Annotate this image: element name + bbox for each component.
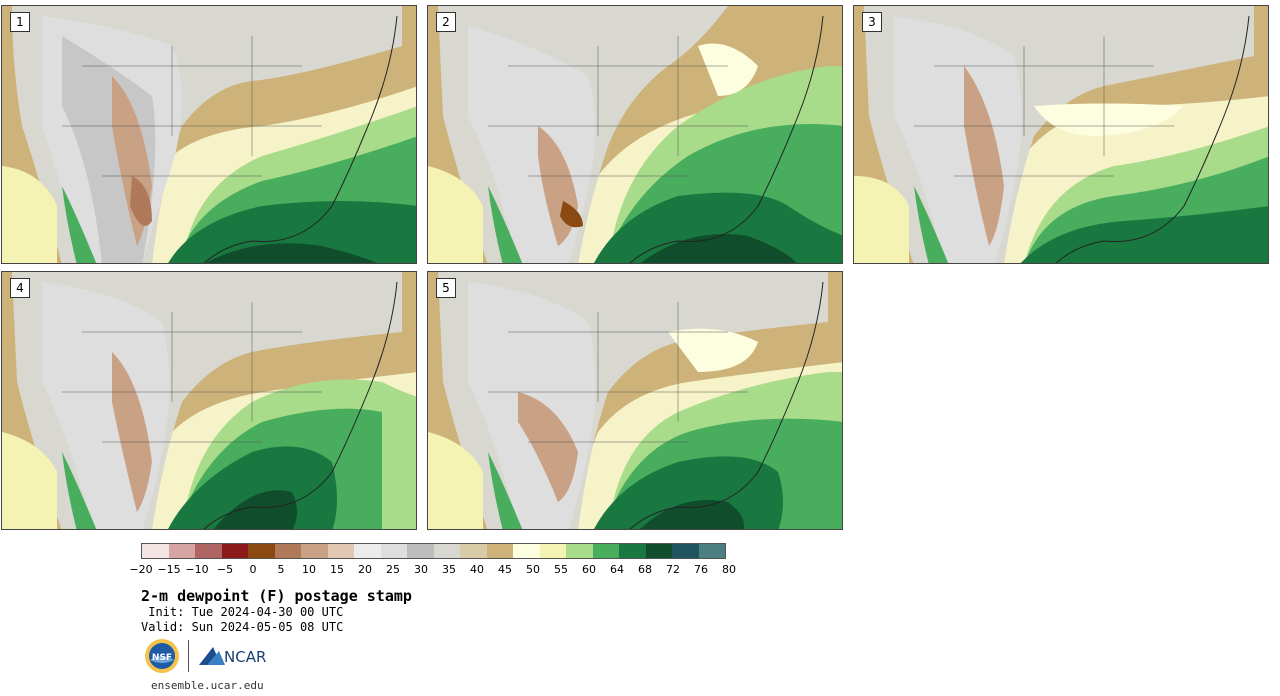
- footer-url: ensemble.ucar.edu: [151, 679, 264, 692]
- dewpoint-map-3: [854, 6, 1268, 263]
- colorbar-swatch: [619, 544, 646, 558]
- colorbar-tick-label: 40: [470, 563, 484, 576]
- colorbar-tick-label: 50: [526, 563, 540, 576]
- colorbar-tick-label: 25: [386, 563, 400, 576]
- colorbar-swatch: [354, 544, 381, 558]
- logos: NSF NCAR: [144, 638, 273, 674]
- colorbar-swatch: [672, 544, 699, 558]
- colorbar-swatch: [248, 544, 275, 558]
- page-title: 2-m dewpoint (F) postage stamp: [141, 587, 412, 605]
- panel-number-label: 4: [10, 278, 30, 298]
- ncar-logo-icon: NCAR: [199, 647, 266, 666]
- colorbar-tick-label: 35: [442, 563, 456, 576]
- panel-number-label: 1: [10, 12, 30, 32]
- colorbar-swatch: [274, 544, 301, 558]
- dewpoint-map-1: [2, 6, 416, 263]
- map-panel-4: 4: [1, 271, 417, 530]
- colorbar-tick-label: 15: [330, 563, 344, 576]
- colorbar-tick-label: 20: [358, 563, 372, 576]
- colorbar-swatch: [645, 544, 672, 558]
- dewpoint-map-2: [428, 6, 842, 263]
- colorbar-tick-label: −10: [185, 563, 209, 576]
- colorbar-tick-label: 10: [302, 563, 316, 576]
- dewpoint-map-4: [2, 272, 416, 529]
- colorbar-tick-label: 0: [249, 563, 257, 576]
- colorbar-swatch: [592, 544, 619, 558]
- colorbar-tick-label: 76: [694, 563, 708, 576]
- colorbar-tick-label: −5: [216, 563, 234, 576]
- map-panel-1: 1: [1, 5, 417, 264]
- colorbar-swatch: [380, 544, 407, 558]
- colorbar-tick-label: 68: [638, 563, 652, 576]
- logo-divider: [188, 640, 189, 672]
- colorbar-swatch: [142, 544, 169, 558]
- dewpoint-map-5: [428, 272, 842, 529]
- map-panel-5: 5: [427, 271, 843, 530]
- colorbar-tick-label: −20: [129, 563, 153, 576]
- colorbar-tick-label: 55: [554, 563, 568, 576]
- colorbar-tick-label: −15: [157, 563, 181, 576]
- ncar-logo-text: NCAR: [224, 648, 266, 666]
- colorbar-tick-label: 60: [582, 563, 596, 576]
- nsf-logo-text: NSF: [152, 653, 172, 663]
- colorbar-swatch: [221, 544, 248, 558]
- colorbar-swatch: [698, 544, 725, 558]
- colorbar-swatch: [327, 544, 354, 558]
- colorbar-swatch: [513, 544, 540, 558]
- colorbar-tick-label: 80: [722, 563, 736, 576]
- colorbar: [141, 543, 726, 559]
- map-panel-3: 3: [853, 5, 1269, 264]
- colorbar-tick-label: 5: [277, 563, 285, 576]
- colorbar-swatch: [433, 544, 460, 558]
- init-time: Init: Tue 2024-04-30 00 UTC: [141, 605, 344, 619]
- colorbar-swatch: [301, 544, 328, 558]
- nsf-logo-icon: NSF: [145, 639, 179, 673]
- valid-time: Valid: Sun 2024-05-05 08 UTC: [141, 620, 344, 634]
- colorbar-ticks: −20 −15 −10 −5 0 5 10 15 20 25 30 35 40 45 50 55 60 64 68 7…: [0, 563, 1280, 579]
- colorbar-tick-label: 30: [414, 563, 428, 576]
- panel-number-label: 2: [436, 12, 456, 32]
- colorbar-swatch: [195, 544, 222, 558]
- colorbar-tick-label: 72: [666, 563, 680, 576]
- colorbar-swatch: [407, 544, 434, 558]
- panel-number-label: 3: [862, 12, 882, 32]
- colorbar-tick-label: 64: [610, 563, 624, 576]
- colorbar-swatch: [486, 544, 513, 558]
- colorbar-swatch: [566, 544, 593, 558]
- colorbar-swatch: [539, 544, 566, 558]
- colorbar-swatch: [168, 544, 195, 558]
- colorbar-tick-label: 45: [498, 563, 512, 576]
- panel-number-label: 5: [436, 278, 456, 298]
- map-panel-2: 2: [427, 5, 843, 264]
- colorbar-swatch: [460, 544, 487, 558]
